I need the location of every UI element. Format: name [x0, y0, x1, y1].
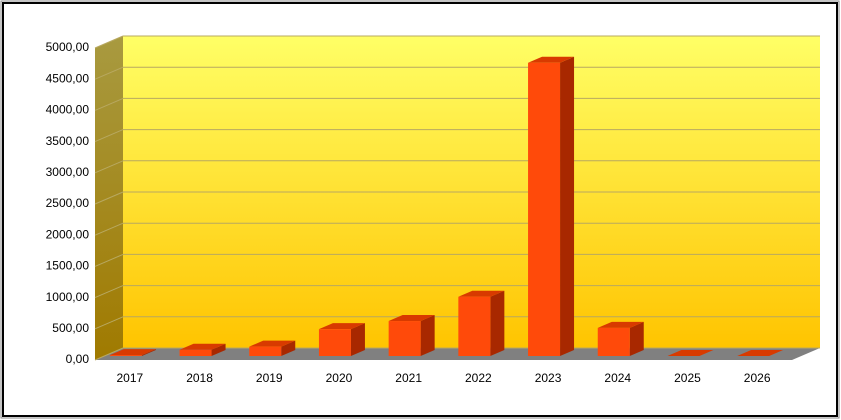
- bar: [737, 350, 784, 356]
- bar: [109, 349, 156, 356]
- x-tick-label: 2026: [744, 371, 771, 385]
- bar-side: [211, 343, 226, 356]
- y-tick-label: 2500,00: [46, 196, 90, 210]
- bar: [388, 315, 435, 356]
- bar-top: [388, 315, 435, 322]
- x-tick-label: 2019: [256, 371, 283, 385]
- bar-side: [629, 321, 644, 356]
- y-tick-label: 4000,00: [46, 103, 90, 117]
- bar-side: [141, 349, 156, 356]
- bar-top: [318, 323, 365, 330]
- bar-front: [318, 329, 351, 356]
- x-tick-label: 2025: [674, 371, 701, 385]
- y-tick-label: 1000,00: [46, 290, 90, 304]
- bar-side: [281, 340, 296, 356]
- grid-line-side: [94, 35, 124, 49]
- bar-top: [109, 349, 156, 356]
- x-tick-label: 2017: [116, 371, 143, 385]
- grid-line-side: [94, 285, 124, 299]
- grid-line-side: [94, 347, 124, 361]
- y-tick-label: 500,00: [52, 321, 89, 335]
- grid-line-side: [94, 253, 124, 267]
- bar-top: [597, 321, 644, 328]
- bar-front: [109, 355, 142, 356]
- grid-line-side: [94, 316, 124, 330]
- y-tick-label: 1500,00: [46, 259, 90, 273]
- x-tick-label: 2024: [604, 371, 631, 385]
- grid-line-side: [94, 191, 124, 205]
- bar: [179, 343, 226, 356]
- bar: [528, 56, 575, 356]
- bar-top: [249, 340, 296, 347]
- bar-top: [667, 350, 714, 356]
- y-tick-label: 0,00: [66, 352, 90, 366]
- y-tick-label: 5000,00: [46, 40, 90, 54]
- bar-top: [528, 56, 575, 63]
- bar-front: [458, 296, 491, 356]
- bar-front: [179, 349, 212, 356]
- bar-front: [597, 327, 630, 356]
- bar: [458, 290, 505, 356]
- y-tick-label: 3000,00: [46, 165, 90, 179]
- bar-top: [179, 343, 226, 350]
- x-tick-label: 2023: [535, 371, 562, 385]
- bar: [667, 350, 714, 356]
- x-tick-label: 2022: [465, 371, 492, 385]
- bar-side: [350, 323, 365, 356]
- bar-front: [528, 62, 561, 356]
- grid-line-side: [94, 160, 124, 174]
- bar-side: [490, 290, 505, 356]
- bar-side: [560, 56, 575, 356]
- bar: [249, 340, 296, 356]
- y-tick-label: 2000,00: [46, 227, 90, 241]
- x-tick-label: 2021: [395, 371, 422, 385]
- bar-front: [388, 321, 421, 356]
- bar-top: [458, 290, 505, 297]
- bar: [597, 321, 644, 356]
- grid-line-side: [94, 129, 124, 143]
- x-tick-label: 2018: [186, 371, 213, 385]
- bar-front: [249, 346, 282, 356]
- y-tick-label: 3500,00: [46, 134, 90, 148]
- grid-line-side: [94, 66, 124, 80]
- grid-line-side: [94, 222, 124, 236]
- grid-line-side: [94, 97, 124, 111]
- bar-top: [737, 350, 784, 356]
- bar: [318, 323, 365, 356]
- bar-side: [420, 315, 435, 356]
- y-tick-label: 4500,00: [46, 71, 90, 85]
- x-tick-label: 2020: [326, 371, 353, 385]
